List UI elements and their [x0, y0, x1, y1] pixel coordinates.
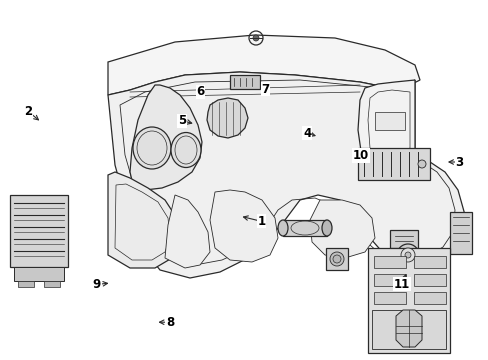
Polygon shape — [367, 248, 449, 353]
Polygon shape — [130, 85, 202, 190]
Polygon shape — [14, 267, 64, 281]
Ellipse shape — [400, 248, 414, 262]
Text: 2: 2 — [24, 105, 32, 118]
Text: 5: 5 — [178, 114, 185, 127]
Polygon shape — [357, 148, 429, 180]
Polygon shape — [108, 72, 464, 278]
Text: 8: 8 — [166, 316, 174, 329]
Text: 10: 10 — [352, 149, 368, 162]
Text: 11: 11 — [393, 278, 409, 291]
Text: 1: 1 — [257, 215, 265, 228]
Polygon shape — [206, 98, 247, 138]
Text: 9: 9 — [93, 278, 101, 291]
Polygon shape — [413, 274, 445, 286]
Ellipse shape — [396, 244, 418, 266]
Ellipse shape — [417, 160, 425, 168]
Ellipse shape — [332, 255, 340, 263]
Polygon shape — [283, 220, 326, 236]
Ellipse shape — [278, 220, 287, 236]
Polygon shape — [389, 230, 417, 248]
Polygon shape — [373, 256, 405, 268]
Ellipse shape — [321, 220, 331, 236]
Polygon shape — [164, 195, 209, 268]
Polygon shape — [108, 172, 180, 268]
Polygon shape — [108, 35, 419, 95]
Text: 7: 7 — [261, 83, 269, 96]
Ellipse shape — [404, 252, 410, 258]
Text: 4: 4 — [303, 127, 310, 140]
Polygon shape — [18, 281, 34, 287]
Polygon shape — [229, 75, 260, 89]
Polygon shape — [395, 310, 421, 347]
Polygon shape — [371, 310, 445, 349]
Polygon shape — [325, 248, 347, 270]
Polygon shape — [449, 212, 471, 254]
Polygon shape — [44, 281, 60, 287]
Ellipse shape — [133, 127, 171, 169]
Ellipse shape — [329, 252, 343, 266]
Bar — [374, 112, 404, 130]
Text: 6: 6 — [196, 85, 204, 98]
Polygon shape — [357, 80, 414, 165]
Polygon shape — [309, 200, 374, 258]
Polygon shape — [413, 292, 445, 304]
Text: 3: 3 — [455, 156, 463, 168]
Polygon shape — [373, 274, 405, 286]
Ellipse shape — [171, 132, 201, 167]
Polygon shape — [413, 256, 445, 268]
Polygon shape — [209, 190, 278, 262]
Polygon shape — [10, 195, 68, 267]
Ellipse shape — [252, 35, 259, 41]
Polygon shape — [373, 292, 405, 304]
